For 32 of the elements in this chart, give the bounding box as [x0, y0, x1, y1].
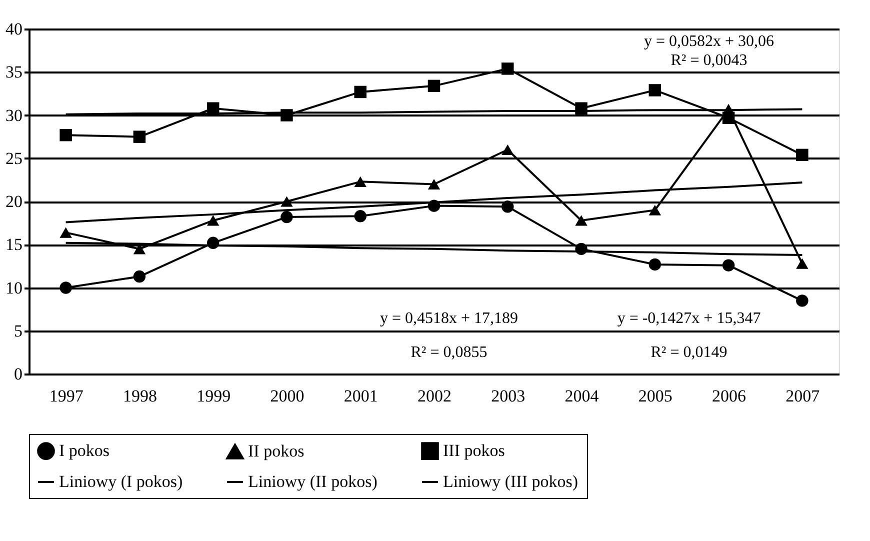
x-tick-label: 2001 [344, 386, 378, 406]
annotation: R² = 0,0855 [410, 344, 488, 361]
x-tick-label: 1998 [122, 386, 157, 406]
x-tick-label: 2002 [418, 386, 452, 406]
y-tick-label: 25 [6, 148, 22, 168]
y-tick-label: 10 [6, 278, 22, 298]
y-tick-label: 30 [6, 106, 22, 125]
y-tick-label: 20 [6, 192, 22, 211]
x-tick-label: 2003 [491, 386, 526, 406]
y-tick-label: 15 [6, 235, 22, 254]
legend-label: Liniowy (I pokos) [59, 472, 183, 491]
annotation: R² = 0,0149 [650, 344, 728, 361]
annotation: y = 0,4518x + 17,189 [380, 310, 518, 327]
annotation: R² = 0,0043 [670, 52, 748, 69]
x-tick-label: 2006 [712, 386, 746, 406]
legend-label: II pokos [248, 442, 304, 461]
x-tick-label: 1999 [196, 386, 231, 406]
y-tick-label: 0 [14, 364, 22, 384]
x-tick-label: 2007 [786, 386, 820, 406]
x-tick-label: 1997 [49, 386, 84, 406]
y-tick-label: 40 [6, 20, 22, 38]
legend-label: III pokos [443, 441, 505, 460]
x-tick-label: 2000 [270, 386, 304, 406]
legend-label: Liniowy (II pokos) [248, 472, 378, 491]
legend-label: I pokos [59, 441, 110, 460]
annotation: y = 0,0582x + 30,06 [644, 33, 774, 50]
x-tick-label: 2005 [638, 386, 672, 406]
y-tick-label: 5 [14, 321, 22, 340]
annotation: y = -0,1427x + 15,347 [617, 310, 761, 327]
y-tick-label: 35 [6, 62, 22, 82]
legend-label: Liniowy (III pokos) [443, 472, 578, 491]
x-tick-label: 2004 [564, 386, 600, 406]
